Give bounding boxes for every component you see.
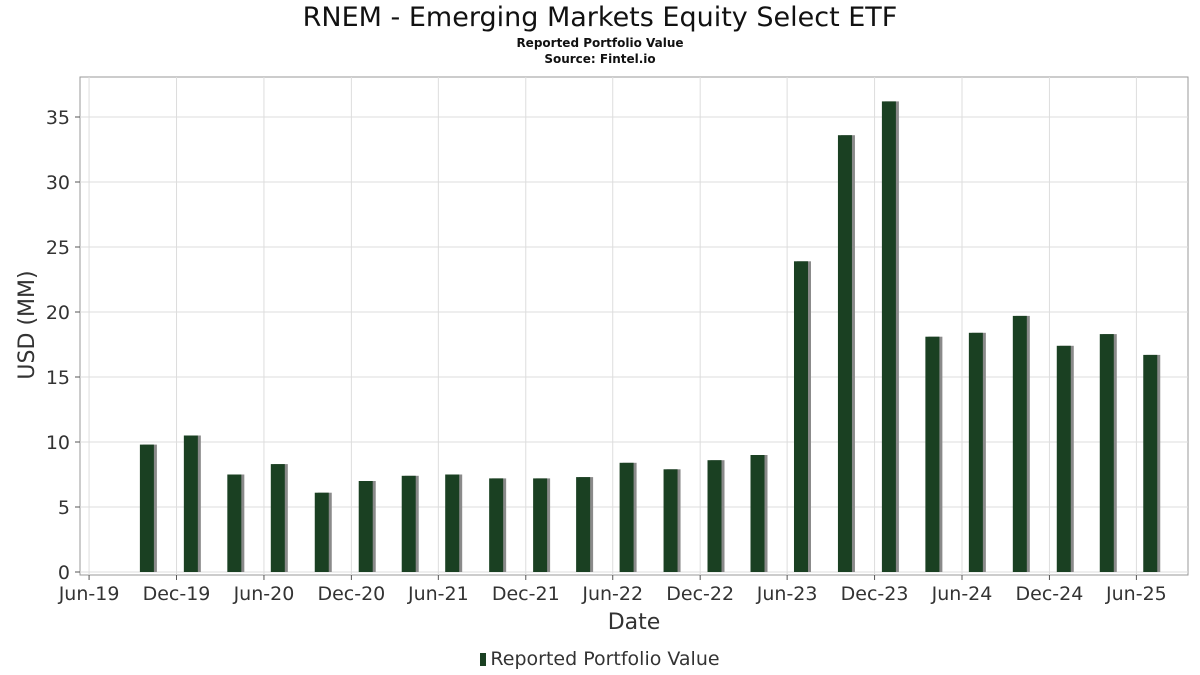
bar [1099, 334, 1114, 572]
x-tick-label: Dec-24 [1016, 583, 1084, 605]
y-tick-label: 20 [46, 302, 70, 324]
bar [183, 435, 198, 572]
x-tick-label: Jun-22 [581, 583, 643, 605]
axes: 0 5 10 15 20 25 30 35 Jun-19 Dec-19 Jun-20 Dec-20 Ju… [46, 107, 1167, 605]
bar [358, 481, 373, 572]
bar [401, 475, 416, 572]
y-tick-label: 10 [46, 432, 70, 454]
legend: Reported Portfolio Value [0, 648, 1200, 670]
bar [489, 478, 504, 572]
chart-source: Source: Fintel.io [544, 52, 656, 66]
bar [576, 477, 591, 572]
legend-swatch [480, 653, 487, 666]
bar [314, 492, 329, 572]
x-tick-label: Jun-24 [931, 583, 993, 605]
bar [619, 462, 634, 572]
y-axis-label: USD (MM) [15, 270, 40, 379]
bar [533, 478, 548, 572]
bar [663, 469, 678, 572]
x-tick-label: Dec-19 [143, 583, 211, 605]
bar [445, 474, 460, 572]
bars [139, 101, 1161, 573]
bar [793, 261, 808, 572]
legend-label: Reported Portfolio Value [490, 648, 720, 670]
bar [270, 464, 285, 572]
bar [968, 332, 983, 572]
x-tick-label: Dec-23 [841, 583, 909, 605]
bar [227, 474, 242, 572]
y-tick-label: 5 [58, 497, 70, 519]
y-tick-label: 25 [46, 237, 70, 259]
bar [837, 135, 852, 572]
bar [1143, 354, 1158, 572]
x-tick-label: Jun-23 [756, 583, 818, 605]
x-axis-label: Date [608, 610, 661, 635]
y-tick-label: 0 [58, 562, 70, 584]
x-tick-label: Jun-19 [58, 583, 120, 605]
chart-title: RNEM - Emerging Markets Equity Select ET… [302, 2, 898, 33]
y-tick-label: 15 [46, 367, 70, 389]
x-tick-label: Jun-25 [1105, 583, 1167, 605]
x-tick-label: Dec-22 [666, 583, 734, 605]
bar [925, 336, 940, 572]
bar [1056, 345, 1071, 572]
bar [750, 455, 765, 572]
chart-subtitle: Reported Portfolio Value [516, 36, 684, 50]
bar [881, 101, 896, 573]
x-tick-label: Dec-21 [492, 583, 560, 605]
y-tick-label: 30 [46, 172, 70, 194]
x-tick-label: Jun-21 [407, 583, 469, 605]
bar [707, 460, 722, 572]
bar [1012, 315, 1027, 572]
bar [139, 444, 154, 572]
x-tick-label: Dec-20 [317, 583, 385, 605]
x-tick-label: Jun-20 [233, 583, 295, 605]
y-tick-label: 35 [46, 107, 70, 129]
